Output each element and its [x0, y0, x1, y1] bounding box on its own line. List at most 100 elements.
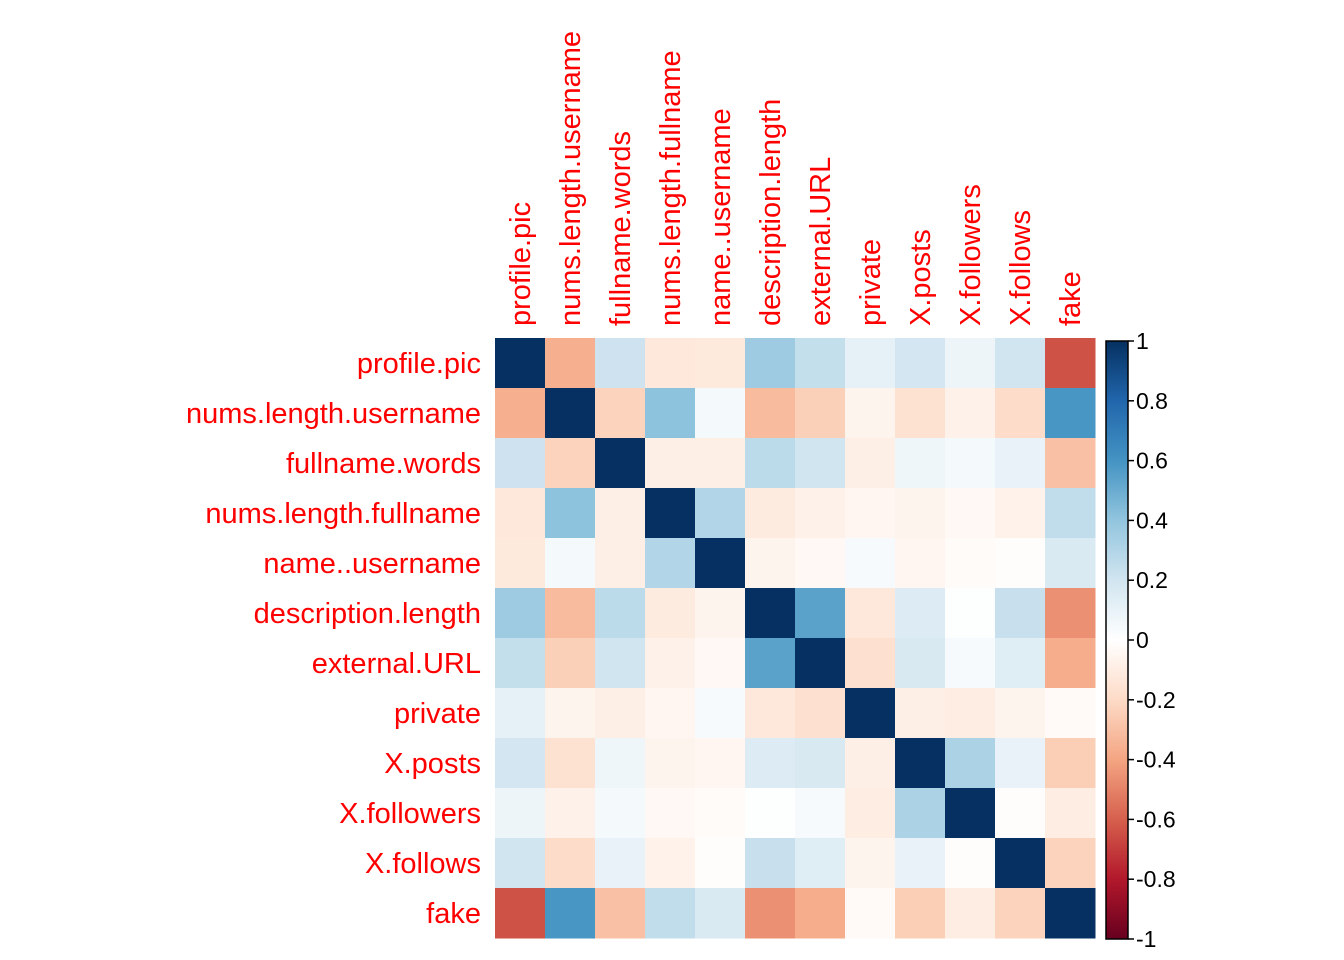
heatmap-cell-X.follows-fullname.words: [595, 838, 646, 889]
heatmap-cell-fake-X.followers: [945, 888, 996, 939]
heatmap-cell-external.URL-X.posts: [895, 638, 946, 689]
heatmap-cell-external.URL-fake: [1045, 638, 1096, 689]
heatmap-cell-X.posts-description.length: [745, 738, 796, 789]
heatmap-cell-private-fake: [1045, 688, 1096, 739]
heatmap-cell-X.follows-private: [845, 838, 896, 889]
heatmap-cell-name..username-name..username: [695, 538, 746, 589]
heatmap-cell-nums.length.fullname-external.URL: [795, 488, 846, 539]
row-label-description.length: description.length: [254, 598, 481, 630]
heatmap-cell-profile.pic-fullname.words: [595, 338, 646, 389]
heatmap-cell-profile.pic-nums.length.fullname: [645, 338, 696, 389]
heatmap-cell-X.follows-X.posts: [895, 838, 946, 889]
column-label-X.followers: X.followers: [955, 184, 987, 326]
heatmap-cell-name..username-nums.length.fullname: [645, 538, 696, 589]
legend-tick-label: -0.6: [1136, 806, 1176, 832]
heatmap-cell-fullname.words-X.followers: [945, 438, 996, 489]
heatmap-cell-X.follows-fake: [1045, 838, 1096, 889]
heatmap-cell-profile.pic-external.URL: [795, 338, 846, 389]
heatmap-cell-fullname.words-nums.length.username: [545, 438, 596, 489]
legend-tick-label: -0.2: [1136, 687, 1176, 713]
heatmap-cell-fake-nums.length.fullname: [645, 888, 696, 939]
row-label-private: private: [394, 698, 481, 730]
heatmap-cell-profile.pic-fake: [1045, 338, 1096, 389]
heatmap-cell-X.followers-name..username: [695, 788, 746, 839]
heatmap-cell-private-X.follows: [995, 688, 1046, 739]
heatmap-cell-profile.pic-X.follows: [995, 338, 1046, 389]
color-legend: 1 0.8 0.6 0.4 0.2 0 -0.2 -0.4 -0.6 -0.8 -1: [1105, 328, 1176, 952]
heatmap-cell-external.URL-nums.length.username: [545, 638, 596, 689]
heatmap-cell-private-name..username: [695, 688, 746, 739]
column-label-description.length: description.length: [755, 99, 787, 326]
heatmap-cell-nums.length.username-X.follows: [995, 388, 1046, 439]
heatmap-cell-nums.length.username-profile.pic: [495, 388, 546, 439]
heatmap-cell-nums.length.fullname-fullname.words: [595, 488, 646, 539]
heatmap-cell-nums.length.fullname-private: [845, 488, 896, 539]
heatmap-cell-nums.length.fullname-X.followers: [945, 488, 996, 539]
heatmap-cell-external.URL-profile.pic: [495, 638, 546, 689]
legend-tick-label: 0.4: [1136, 507, 1168, 533]
heatmap-cell-description.length-fake: [1045, 588, 1096, 639]
heatmap-cell-nums.length.username-fake: [1045, 388, 1096, 439]
heatmap-cell-X.followers-X.followers: [945, 788, 996, 839]
heatmap-cell-fullname.words-name..username: [695, 438, 746, 489]
heatmap-cell-profile.pic-private: [845, 338, 896, 389]
heatmap-cell-name..username-description.length: [745, 538, 796, 589]
heatmap-cells: [495, 338, 1096, 939]
heatmap-cell-private-external.URL: [795, 688, 846, 739]
heatmap-cell-fake-fake: [1045, 888, 1096, 939]
heatmap-cell-nums.length.fullname-fake: [1045, 488, 1096, 539]
heatmap-cell-nums.length.fullname-nums.length.fullname: [645, 488, 696, 539]
heatmap-cell-fullname.words-private: [845, 438, 896, 489]
heatmap-cell-fake-description.length: [745, 888, 796, 939]
heatmap-cell-X.posts-nums.length.fullname: [645, 738, 696, 789]
heatmap-cell-fake-fullname.words: [595, 888, 646, 939]
heatmap-cell-fullname.words-X.follows: [995, 438, 1046, 489]
heatmap-cell-description.length-nums.length.fullname: [645, 588, 696, 639]
heatmap-cell-nums.length.username-nums.length.username: [545, 388, 596, 439]
row-labels: profile.pic nums.length.username fullname.…: [186, 348, 481, 930]
heatmap-cell-description.length-name..username: [695, 588, 746, 639]
heatmap-cell-fake-X.posts: [895, 888, 946, 939]
color-legend-ticks: 1 0.8 0.6 0.4 0.2 0 -0.2 -0.4 -0.6 -0.8 -1: [1128, 328, 1176, 952]
legend-tick-label: -1: [1136, 926, 1156, 952]
heatmap-cell-name..username-X.follows: [995, 538, 1046, 589]
heatmap-cell-external.URL-name..username: [695, 638, 746, 689]
heatmap-cell-private-X.posts: [895, 688, 946, 739]
heatmap-cell-name..username-private: [845, 538, 896, 589]
heatmap-cell-X.followers-profile.pic: [495, 788, 546, 839]
row-label-profile.pic: profile.pic: [357, 348, 481, 380]
column-label-profile.pic: profile.pic: [505, 202, 537, 326]
heatmap-cell-nums.length.username-X.followers: [945, 388, 996, 439]
heatmap-cell-X.followers-X.posts: [895, 788, 946, 839]
heatmap-cell-description.length-description.length: [745, 588, 796, 639]
heatmap-cell-X.followers-nums.length.username: [545, 788, 596, 839]
heatmap-cell-description.length-fullname.words: [595, 588, 646, 639]
heatmap-cell-X.posts-nums.length.username: [545, 738, 596, 789]
heatmap-cell-description.length-X.posts: [895, 588, 946, 639]
heatmap-cell-fullname.words-fake: [1045, 438, 1096, 489]
heatmap-cell-fullname.words-profile.pic: [495, 438, 546, 489]
heatmap-cell-X.posts-name..username: [695, 738, 746, 789]
heatmap-cell-name..username-external.URL: [795, 538, 846, 589]
heatmap-cell-fullname.words-fullname.words: [595, 438, 646, 489]
heatmap-cell-description.length-private: [845, 588, 896, 639]
heatmap-cell-nums.length.fullname-description.length: [745, 488, 796, 539]
heatmap-cell-private-nums.length.username: [545, 688, 596, 739]
legend-tick-label: 1: [1136, 328, 1149, 354]
heatmap-cell-external.URL-fullname.words: [595, 638, 646, 689]
heatmap-cell-name..username-X.followers: [945, 538, 996, 589]
heatmap-cell-private-nums.length.fullname: [645, 688, 696, 739]
heatmap-cell-X.follows-name..username: [695, 838, 746, 889]
heatmap-cell-description.length-X.followers: [945, 588, 996, 639]
heatmap-cell-nums.length.username-description.length: [745, 388, 796, 439]
heatmap-cell-profile.pic-nums.length.username: [545, 338, 596, 389]
heatmap-cell-fullname.words-X.posts: [895, 438, 946, 489]
legend-tick-label: -0.4: [1136, 747, 1176, 773]
heatmap-cell-X.posts-private: [845, 738, 896, 789]
color-legend-bar: [1105, 340, 1129, 940]
row-label-fullname.words: fullname.words: [286, 448, 481, 480]
heatmap-cell-X.followers-fake: [1045, 788, 1096, 839]
heatmap-cell-external.URL-X.followers: [945, 638, 996, 689]
heatmap-cell-profile.pic-X.followers: [945, 338, 996, 389]
heatmap-cell-name..username-nums.length.username: [545, 538, 596, 589]
